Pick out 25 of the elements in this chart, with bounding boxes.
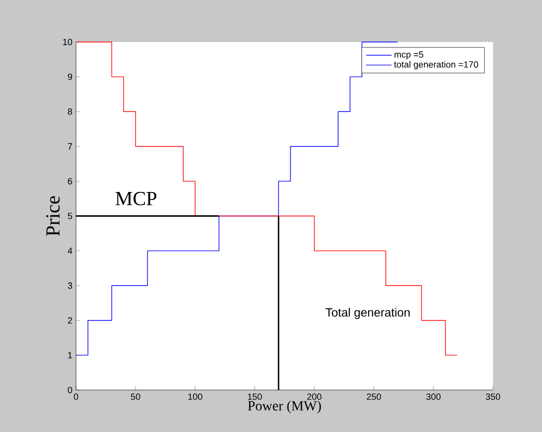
y-tick-label: 8 xyxy=(68,108,72,115)
annotation: MCP xyxy=(116,192,156,206)
legend-label: total generation =170 xyxy=(394,61,478,70)
x-tick-label: 0 xyxy=(74,394,78,400)
y-tick-label: 10 xyxy=(63,38,72,46)
x-tick-label: 350 xyxy=(486,394,500,400)
y-tick-label: 4 xyxy=(68,248,72,254)
y-tick-label: 7 xyxy=(68,143,72,150)
x-tick-label: 100 xyxy=(188,394,202,400)
y-tick-label: 0 xyxy=(68,386,72,394)
y-axis-title: Price xyxy=(46,196,60,236)
x-tick-label: 150 xyxy=(248,394,262,400)
legend-label: mcp =5 xyxy=(394,51,424,60)
x-tick-label: 200 xyxy=(307,394,322,400)
y-tick-label: 6 xyxy=(68,178,72,184)
y-tick-label: 1 xyxy=(68,352,72,358)
y-tick-label: 9 xyxy=(68,74,72,80)
y-tick-label: 2 xyxy=(68,317,72,324)
x-tick-label: 300 xyxy=(426,394,441,400)
y-tick-label: 5 xyxy=(68,212,72,220)
annotation: Total generation xyxy=(326,308,410,320)
x-tick-label: 250 xyxy=(366,394,381,400)
x-tick-label: 50 xyxy=(130,394,140,400)
x-axis-title: Power (MW) xyxy=(248,400,321,414)
y-tick-label: 3 xyxy=(68,282,72,289)
